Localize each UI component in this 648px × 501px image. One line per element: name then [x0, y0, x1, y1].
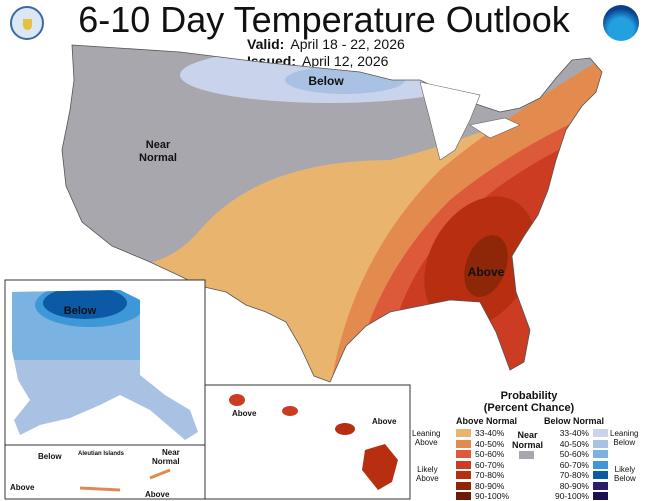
- legend-below-5: 80-90%: [551, 481, 608, 491]
- kauai: [229, 394, 245, 406]
- lake-erie: [469, 117, 521, 139]
- likely-below-label: Likely Below: [614, 465, 636, 483]
- aleutian-near-2: Normal: [152, 457, 180, 466]
- label-near-2: Normal: [139, 152, 177, 164]
- legend-range: 70-80%: [475, 470, 505, 480]
- legend-above-3: 60-70%: [456, 460, 504, 470]
- aleutian-islands: [79, 468, 171, 492]
- hawaii-above-1: Above: [232, 409, 257, 418]
- legend-range: 40-50%: [475, 438, 505, 449]
- legend-above-4: 70-80%: [456, 470, 504, 480]
- legend-title: Probability: [500, 390, 558, 402]
- legend-range: 60-70%: [559, 459, 589, 470]
- legend-swatch: [456, 471, 471, 479]
- doc-seal-logo: [10, 6, 44, 40]
- legend-swatch: [593, 439, 608, 448]
- legend-swatch: [456, 450, 471, 458]
- legend-above-5: 80-90%: [456, 481, 504, 491]
- legend-below-2: 50-60%: [551, 449, 608, 459]
- leaning-below-line2: Below: [613, 438, 636, 447]
- legend-above-0: 33-40%: [456, 428, 504, 438]
- maui: [335, 423, 355, 435]
- page-title: 6-10 Day Temperature Outlook: [78, 0, 570, 40]
- legend-range: 33-40%: [559, 428, 589, 438]
- legend-swatch: [456, 481, 471, 490]
- leaning-below-line1: Leaning: [610, 429, 639, 438]
- likely-below-line2: Below: [614, 474, 636, 483]
- legend-range: 50-60%: [475, 449, 505, 459]
- legend-range: 40-50%: [559, 438, 589, 449]
- legend-range: 33-40%: [475, 428, 505, 438]
- legend-range: 50-60%: [559, 449, 589, 459]
- alaska-label-below: Below: [64, 305, 97, 317]
- legend-below-6: 90-100%: [551, 491, 608, 501]
- near-normal-line2: Normal: [512, 440, 544, 450]
- label-near-1: Near: [146, 139, 171, 151]
- legend-below-1: 40-50%: [551, 439, 608, 449]
- leaning-above-label: Leaning Above: [412, 429, 440, 447]
- legend-below-0: 33-40%: [551, 428, 608, 438]
- aleutian-above-1: Above: [10, 483, 35, 492]
- likely-below-line1: Likely: [614, 465, 636, 474]
- above-normal-header: Above Normal: [456, 416, 518, 426]
- legend-swatch: [456, 492, 471, 500]
- legend-swatch: [593, 492, 608, 500]
- leaning-above-line1: Leaning: [412, 429, 441, 438]
- oahu: [282, 406, 298, 416]
- legend-swatch: [456, 460, 471, 469]
- label-above: Above: [468, 265, 505, 279]
- legend-range: 60-70%: [475, 459, 505, 470]
- legend-below-4: 70-80%: [551, 470, 608, 480]
- legend-range: 90-100%: [475, 491, 510, 501]
- legend-swatch: [593, 460, 608, 469]
- legend-range: 70-80%: [559, 470, 589, 480]
- legend: Probability (Percent Chance) Above Norma…: [410, 360, 648, 501]
- legend-swatch: [456, 439, 471, 448]
- legend-subtitle: (Percent Chance): [483, 402, 575, 414]
- legend-below-3: 60-70%: [551, 460, 608, 470]
- near-normal-line1: Near: [517, 430, 538, 440]
- likely-above-line1: Likely: [417, 465, 438, 474]
- legend-swatch: [593, 471, 608, 479]
- aleutian-near-1: Near: [162, 448, 180, 457]
- legend-swatch: [593, 450, 608, 458]
- leaning-below-label: Leaning Below: [610, 429, 638, 447]
- legend-range: 80-90%: [559, 480, 589, 491]
- legend-range: 80-90%: [475, 480, 505, 491]
- likely-above-label: Likely Above: [416, 465, 439, 483]
- near-normal-label: Near Normal: [512, 430, 543, 450]
- near-normal-swatch: [519, 451, 534, 459]
- legend-above-1: 40-50%: [456, 439, 504, 449]
- legend-range: 90-100%: [554, 491, 589, 501]
- label-below: Below: [308, 74, 344, 88]
- great-lakes: [419, 81, 481, 161]
- aleutian-title: Aleutian Islands: [78, 451, 125, 457]
- legend-above-2: 50-60%: [456, 449, 504, 459]
- aleutian-above-2: Above: [145, 490, 170, 499]
- leaning-above-line2: Above: [414, 438, 438, 447]
- aleutian-below: Below: [38, 452, 62, 461]
- big-island: [362, 444, 398, 490]
- below-normal-header: Below Normal: [544, 416, 605, 426]
- above-80-90-region: [464, 235, 508, 297]
- legend-swatch: [593, 481, 608, 490]
- legend-above-6: 90-100%: [456, 491, 509, 501]
- conus-outline: [61, 44, 603, 383]
- noaa-logo: [603, 5, 639, 41]
- likely-above-line2: Above: [416, 474, 439, 483]
- valid-dates: Valid: April 18 - 22, 2026: [247, 36, 405, 52]
- legend-swatch: [593, 429, 608, 437]
- hawaii-above-2: Above: [372, 417, 397, 426]
- legend-swatch: [456, 429, 471, 437]
